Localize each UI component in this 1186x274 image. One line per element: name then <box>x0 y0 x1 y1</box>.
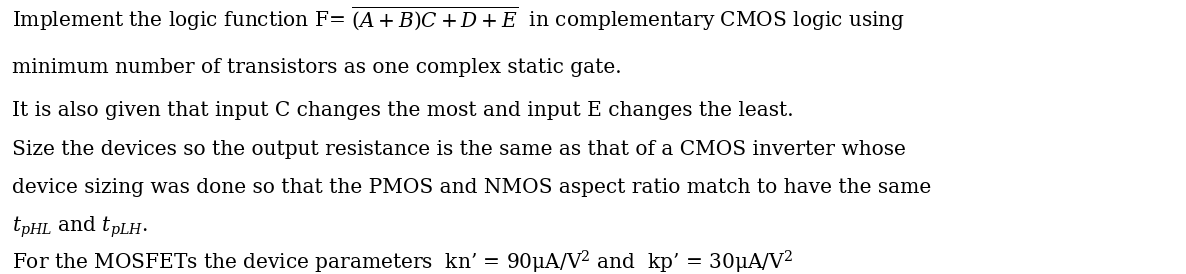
Text: minimum number of transistors as one complex static gate.: minimum number of transistors as one com… <box>12 58 621 77</box>
Text: $t_{pHL}$ and $t_{pLH}$.: $t_{pHL}$ and $t_{pLH}$. <box>12 214 147 240</box>
Text: Size the devices so the output resistance is the same as that of a CMOS inverter: Size the devices so the output resistanc… <box>12 140 906 159</box>
Text: It is also given that input C changes the most and input E changes the least.: It is also given that input C changes th… <box>12 101 793 121</box>
Text: device sizing was done so that the PMOS and NMOS aspect ratio match to have the : device sizing was done so that the PMOS … <box>12 178 931 197</box>
Text: Implement the logic function F= $\overline{(A+B)C + D + E}$  in complementary CM: Implement the logic function F= $\overli… <box>12 4 905 33</box>
Text: For the MOSFETs the device parameters  kn’ = 90μA/V$^{2}$ and  kp’ = 30μA/V$^{2}: For the MOSFETs the device parameters kn… <box>12 249 792 274</box>
